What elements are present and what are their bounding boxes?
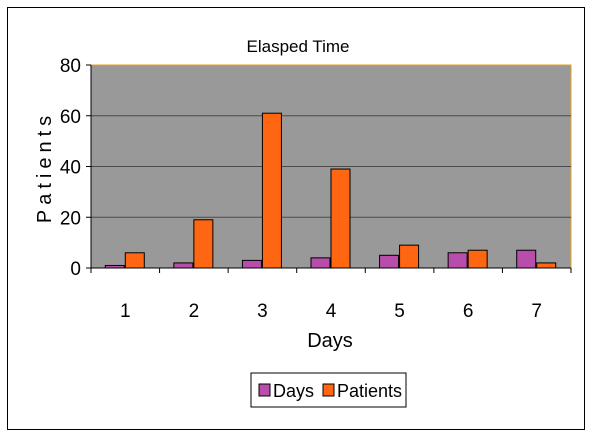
- x-axis-title: Days: [307, 330, 353, 352]
- bar-days-6: [447, 252, 468, 269]
- x-tick-label: 5: [394, 301, 405, 322]
- y-tick-label: 60: [60, 107, 81, 128]
- x-axis: 1 2 3 4 5 6 7: [90, 267, 572, 322]
- x-tick-label: 7: [531, 301, 542, 322]
- bar-days-5: [379, 254, 400, 269]
- x-tick-label: 1: [120, 301, 131, 322]
- bar-days-2: [173, 262, 194, 269]
- legend: Days Patients: [250, 372, 407, 408]
- legend-swatch-days: [258, 383, 271, 397]
- bar-patients-1: [124, 252, 145, 269]
- bar-patients-2: [193, 219, 214, 269]
- legend-label-days: Days: [273, 381, 314, 401]
- legend-label-patients: Patients: [337, 381, 402, 401]
- y-tick-label: 20: [60, 208, 81, 229]
- y-tick-label: 0: [70, 259, 81, 280]
- y-axis-title: Patients: [34, 111, 56, 223]
- bar-days-1: [104, 264, 125, 269]
- bar-patients-4: [330, 168, 351, 269]
- bar-patients-5: [399, 244, 420, 269]
- x-tick-label: 3: [257, 301, 268, 322]
- y-tick-label: 40: [60, 158, 81, 179]
- bars: [104, 112, 557, 269]
- bar-days-3: [241, 259, 262, 269]
- y-tick-label: 80: [60, 56, 81, 77]
- y-axis: 0 20 40 60 80: [60, 56, 92, 280]
- bar-days-4: [310, 257, 331, 269]
- legend-swatch-patients: [322, 383, 335, 397]
- chart-title: Elasped Time: [247, 37, 350, 56]
- x-tick-label: 6: [463, 301, 474, 322]
- x-tick-label: 2: [189, 301, 200, 322]
- bar-patients-7: [536, 262, 557, 269]
- x-tick-label: 4: [326, 301, 337, 322]
- bar-patients-3: [261, 112, 282, 269]
- bar-patients-6: [467, 249, 488, 269]
- bar-days-7: [516, 249, 537, 269]
